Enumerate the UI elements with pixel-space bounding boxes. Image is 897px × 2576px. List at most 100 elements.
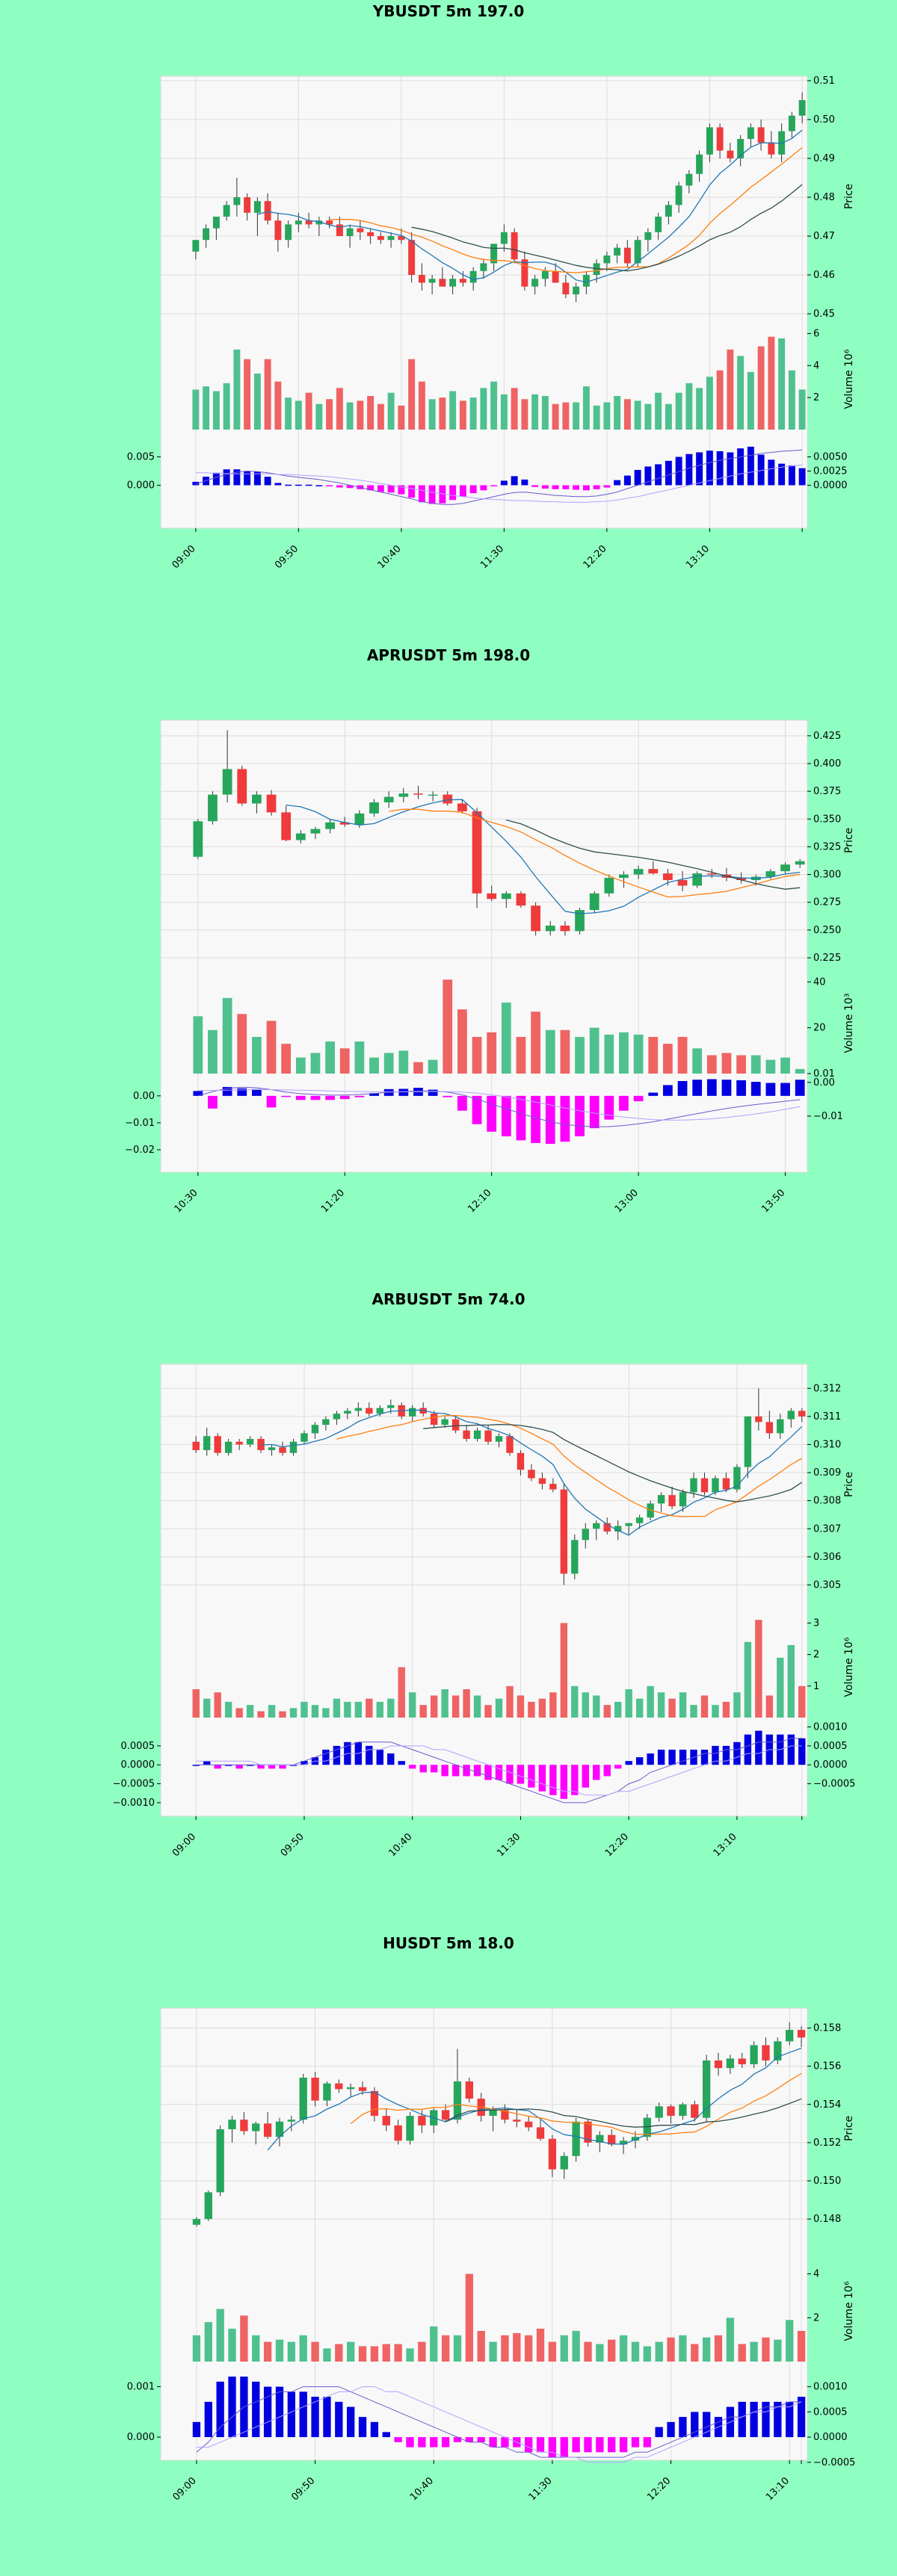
macd-bar (665, 460, 672, 486)
candle-body (500, 232, 508, 244)
candle-body (263, 2123, 272, 2137)
volume-bar (311, 2341, 319, 2362)
ma-fast-line (257, 129, 803, 283)
macd-bar (310, 1095, 321, 1100)
volume-bar (490, 381, 498, 430)
macd-bar (572, 2437, 580, 2453)
macd-bar (233, 469, 241, 486)
candle-body (716, 127, 724, 151)
candle-body (619, 874, 629, 879)
price-tick-label: 0.311 (813, 1411, 841, 1422)
macd-bar (430, 2437, 438, 2447)
volume-bar (643, 2346, 651, 2362)
macd-bar (702, 2412, 711, 2438)
volume-bar (406, 2348, 414, 2362)
macd-bar (253, 471, 261, 486)
macd-bar (516, 1095, 526, 1141)
candle-body (469, 270, 477, 283)
macd-bar (517, 1765, 525, 1784)
macd-panel (192, 2377, 806, 2463)
macd-bar (299, 2391, 307, 2438)
candle-body (310, 829, 321, 834)
candle-body (439, 279, 446, 287)
price-tick-label: 0.148 (813, 2214, 841, 2225)
candle-body (300, 1433, 308, 1442)
volume-bar (679, 1692, 687, 1718)
candle-body (275, 2121, 284, 2137)
chart-figure-2: APRUSDT 5m 198.0 0.425 0.400 0.375 0.350 0.32… (125, 646, 855, 1215)
volume-bar (326, 399, 333, 430)
macd-bar (203, 1761, 211, 1765)
candle-body (339, 822, 350, 825)
candle-body (744, 1416, 752, 1467)
volume-bar (428, 399, 436, 430)
macd-bar (521, 479, 528, 486)
volume-bar (750, 2341, 758, 2362)
candle-body (257, 1438, 265, 1451)
volume-bar (692, 1048, 703, 1074)
volume-bar (795, 1068, 805, 1074)
volume-bar (295, 400, 302, 430)
volume-panel (192, 2273, 806, 2362)
macd-right-tick-label: 0.00 (813, 1077, 835, 1089)
volume-bar (614, 1701, 622, 1718)
volume-bar (489, 2341, 497, 2362)
macd-bar (691, 2412, 699, 2438)
macd-right-tick-label: 0.0000 (813, 480, 848, 491)
candle-body (336, 224, 343, 236)
macd-bar (648, 1092, 659, 1096)
time-tick-label: 09:50 (289, 2475, 317, 2503)
candle-body (757, 127, 765, 143)
macd-bar (647, 1753, 654, 1765)
candle-body (733, 1467, 741, 1490)
candle-body (575, 910, 585, 932)
candle-body (614, 247, 621, 256)
candle-body (755, 1416, 762, 1422)
price-tick-label: 0.45 (813, 309, 835, 320)
candle-body (193, 821, 203, 857)
volume-bar (511, 388, 518, 430)
macd-bar (614, 1765, 622, 1769)
candle-body (233, 197, 241, 205)
candle-body (571, 1540, 579, 1574)
chart-title: HUSDT 5m 18.0 (383, 1934, 514, 1952)
macd-bar (339, 1095, 350, 1100)
volume-bar (513, 2332, 521, 2362)
price-tick-label: 0.310 (813, 1439, 841, 1450)
volume-bar (235, 1708, 243, 1718)
volume-bar (203, 386, 210, 430)
volume-bar (541, 396, 549, 430)
candle-body (354, 1408, 363, 1411)
time-tick-label: 12:20 (582, 543, 609, 571)
volume-bar (457, 1009, 467, 1074)
volume-bar (506, 1685, 514, 1718)
volume-bar (667, 2337, 675, 2362)
macd-bar (525, 2437, 533, 2453)
volume-bar (246, 1705, 254, 1718)
price-tick-label: 0.275 (813, 897, 841, 908)
candle-body (383, 796, 394, 802)
price-panel (192, 1388, 806, 1585)
candle-body (614, 1526, 622, 1532)
chart-title: YBUSDT 5m 197.0 (372, 2, 525, 20)
candle-body (663, 873, 673, 880)
signal-line (197, 1089, 801, 1121)
volume-bar (647, 1685, 654, 1718)
volume-bar (531, 1012, 540, 1074)
candle-body (679, 2104, 687, 2117)
price-tick-label: 0.250 (813, 925, 841, 936)
volume-bar (257, 1711, 265, 1718)
candle-body (333, 1414, 341, 1419)
candle-body (357, 228, 364, 232)
candle-body (192, 240, 200, 252)
macd-bar (643, 2437, 651, 2447)
candle-body (204, 2192, 212, 2220)
volume-bar (376, 1701, 383, 1718)
macd-bar (608, 2437, 616, 2453)
macd-bar (439, 485, 446, 504)
macd-bar (716, 451, 724, 486)
volume-bar (469, 397, 477, 430)
price-tick-label: 0.375 (813, 786, 841, 797)
volume-bar (430, 2326, 438, 2362)
volume-bar (573, 402, 580, 430)
